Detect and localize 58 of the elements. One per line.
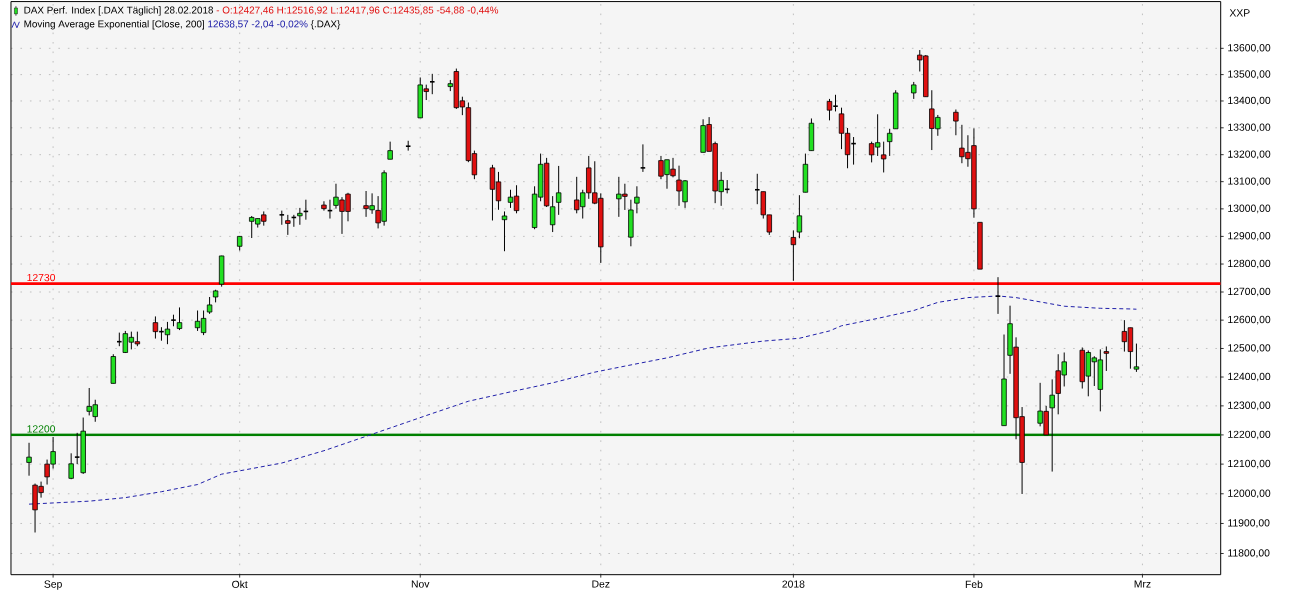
ref-line-label: 12200 xyxy=(27,425,56,433)
y-tick-label: 13300,00 xyxy=(1228,123,1271,133)
candlestick xyxy=(634,185,640,214)
candlestick xyxy=(26,442,32,477)
x-tick-label: Feb xyxy=(965,580,983,589)
candlestick xyxy=(639,143,647,173)
y-tick-label: 12200,00 xyxy=(1228,430,1271,440)
y-tick-label: 11800,00 xyxy=(1228,549,1270,558)
y-tick-label: 13400,00 xyxy=(1228,96,1271,106)
candlestick xyxy=(297,207,303,226)
annotation: {.DAX} xyxy=(310,20,341,30)
y-tick-label: 13000,00 xyxy=(1228,204,1271,214)
candlestick xyxy=(953,109,959,136)
line-series xyxy=(28,295,1137,505)
candlestick xyxy=(1049,378,1055,473)
ref-line-label: 12730 xyxy=(27,273,56,282)
candlestick xyxy=(429,73,436,95)
x-tick-label: Sep xyxy=(44,580,62,590)
legend-label: Moving Average Exponential [Close, 200] xyxy=(24,20,204,30)
candlestick xyxy=(886,128,893,157)
candlestick xyxy=(790,229,797,282)
y-tick-label: 12400,00 xyxy=(1228,372,1271,382)
y-axis-title: XXP xyxy=(1229,9,1250,17)
y-tick-label: 12300,00 xyxy=(1228,401,1271,411)
y-tick-label: 12500,00 xyxy=(1228,344,1271,353)
candlestick xyxy=(880,141,887,173)
x-tick-label: Okt xyxy=(232,580,248,589)
candlestick xyxy=(994,276,1002,315)
y-tick-label: 13100,00 xyxy=(1228,177,1271,186)
x-tick-label: Nov xyxy=(411,580,430,588)
candlestick xyxy=(1133,343,1140,373)
y-tick-label: 13200,00 xyxy=(1228,150,1271,160)
y-tick-label: 13600,00 xyxy=(1228,44,1271,53)
y-tick-label: 13500,00 xyxy=(1228,70,1271,79)
x-tick-label: Dez xyxy=(592,580,610,588)
candlestick xyxy=(796,194,803,239)
x-tick-label: Mrz xyxy=(1134,580,1151,588)
y-tick-label: 12600,00 xyxy=(1228,315,1271,325)
candlestick xyxy=(1103,346,1110,372)
candlestick xyxy=(321,200,327,212)
candlestick xyxy=(549,195,556,233)
candlestick xyxy=(501,210,508,252)
y-tick-label: 12700,00 xyxy=(1228,287,1271,297)
candlestick xyxy=(176,306,183,331)
candlestick xyxy=(387,141,393,160)
y-tick-label: 12000,00 xyxy=(1228,489,1271,499)
y-tick-label: 11900,00 xyxy=(1228,519,1270,528)
candlestick xyxy=(555,165,562,216)
legend-label: DAX Perf. Index [.DAX Täglich] 28.02.2018 xyxy=(24,6,214,16)
candlestick xyxy=(285,214,291,236)
y-tick-label: 12100,00 xyxy=(1228,459,1271,469)
y-tick-label: 12900,00 xyxy=(1228,232,1271,241)
annotation: 12638,57 -2,04 -0,02% xyxy=(208,20,308,29)
annotation: - O:12427,46 H:12516,92 L:12417,96 C:12435,85 -54,88 -0,44% xyxy=(216,6,499,15)
y-tick-label: 12800,00 xyxy=(1228,259,1271,269)
candlestick xyxy=(68,452,74,480)
candlestick xyxy=(754,173,761,205)
x-tick-label: 2018 xyxy=(782,580,805,588)
